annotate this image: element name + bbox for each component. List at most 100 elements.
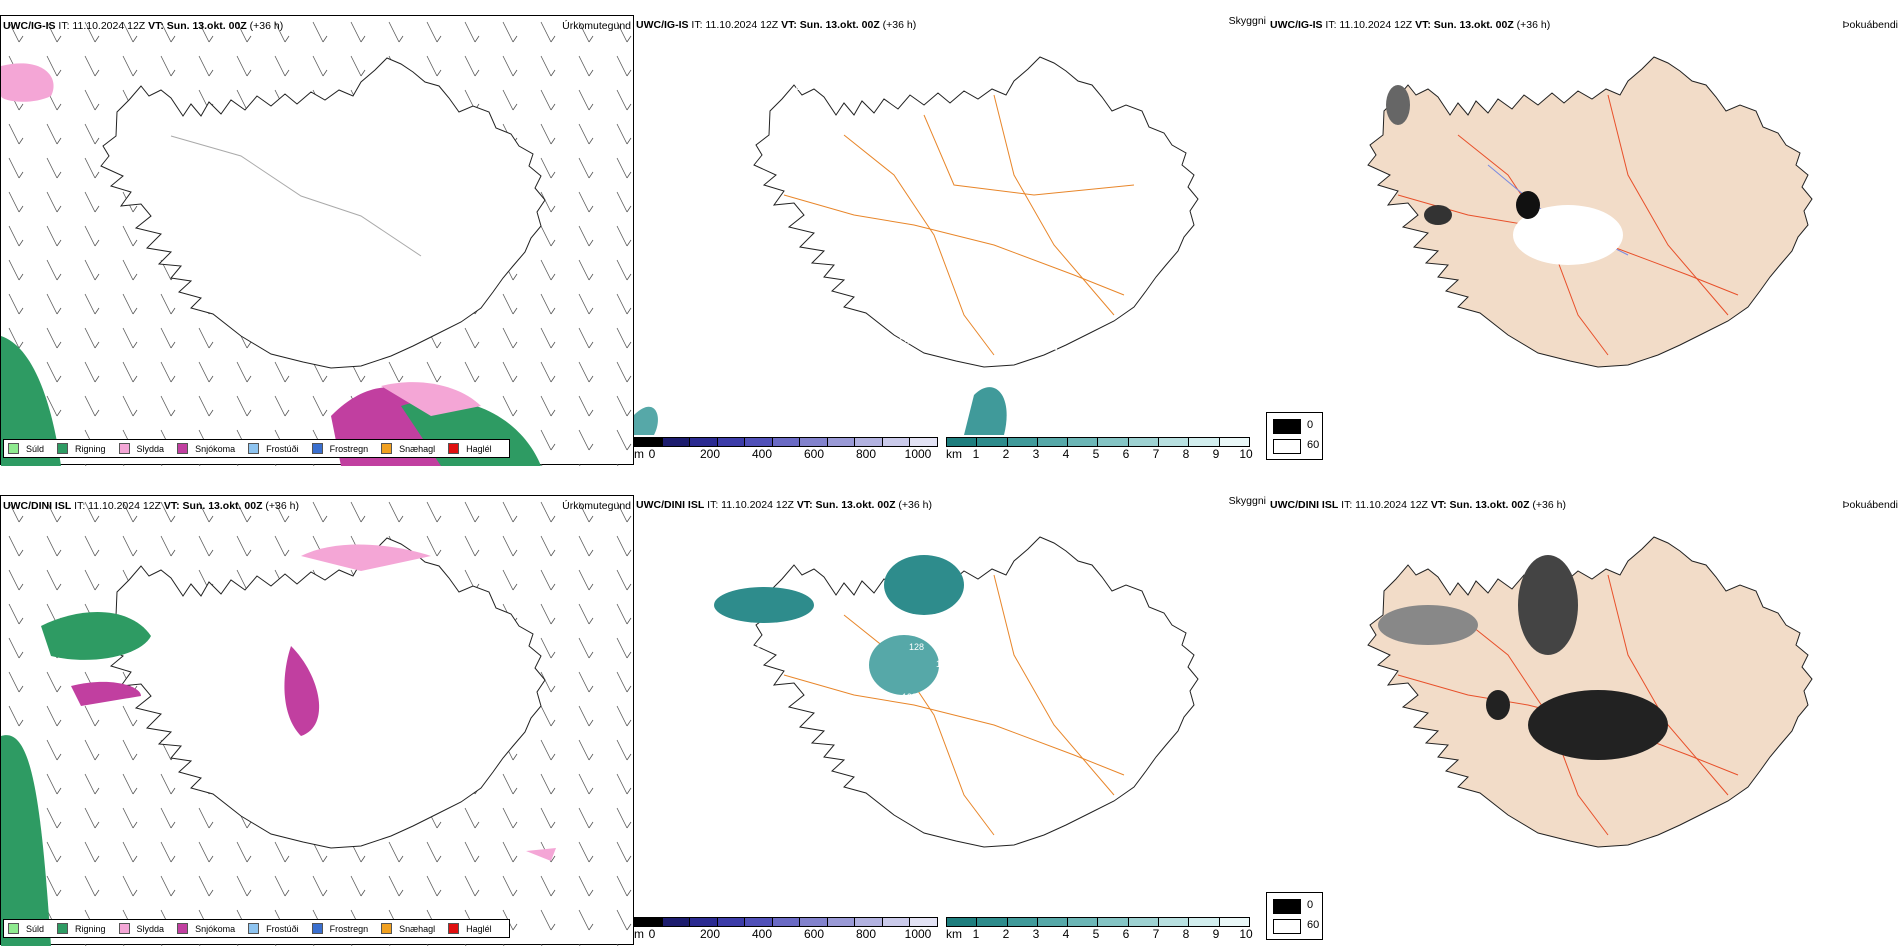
visibility-tick: 7 bbox=[1152, 927, 1160, 941]
ceiling-tick: 800 bbox=[855, 927, 877, 941]
ceiling-tick: 200 bbox=[699, 447, 721, 461]
ceiling-colorbar-bottom: m 0 200 400 600 800 1000 bbox=[634, 917, 938, 947]
header-bottom-precip: UWC/DINI ISL IT: 11.10.2024 12Z VT: Sun.… bbox=[3, 500, 299, 512]
visibility-tick: 6 bbox=[1122, 927, 1130, 941]
visibility-tick: 10 bbox=[1239, 927, 1253, 941]
panel-title-fog-top: Þokuábendi bbox=[1842, 19, 1898, 31]
ceiling-label: 106 bbox=[936, 659, 951, 669]
header-bottom-fog: UWC/DINI ISL IT: 11.10.2024 12Z VT: Sun.… bbox=[1270, 499, 1566, 511]
ceiling-tick: 600 bbox=[803, 447, 825, 461]
panel-title-visibility-bottom: Skyggni bbox=[1228, 495, 1266, 507]
panel-title-precip-top: Úrkomutegund bbox=[562, 20, 631, 32]
legend-item: Snjókoma bbox=[177, 923, 235, 934]
ceiling-label: 123 bbox=[1054, 347, 1069, 357]
legend-item: Snæhagl bbox=[381, 443, 435, 454]
visibility-tick: 9 bbox=[1212, 447, 1220, 461]
visibility-tick: 2 bbox=[1002, 447, 1010, 461]
visibility-tick: 3 bbox=[1032, 927, 1040, 941]
ceiling-label: 258 bbox=[894, 337, 909, 347]
legend-item: Snæhagl bbox=[381, 923, 435, 934]
legend-item: Haglél bbox=[448, 443, 492, 454]
legend-item: Súld bbox=[8, 923, 44, 934]
precip-map-top bbox=[1, 16, 635, 466]
visibility-colorbar-swatches bbox=[946, 437, 1250, 447]
legend-item: Súld bbox=[8, 443, 44, 454]
ceiling-unit: m bbox=[634, 447, 644, 461]
visibility-tick: 8 bbox=[1182, 447, 1190, 461]
fog-map-top bbox=[1367, 56, 1813, 368]
ceiling-tick: 400 bbox=[751, 927, 773, 941]
ceiling-tick: 800 bbox=[855, 447, 877, 461]
precip-type-panel-top: UWC/IG-IS IT: 11.10.2024 12Z VT: Sun. 13… bbox=[0, 15, 635, 466]
visibility-panel-top: 132 258 123 UWC/IG-IS IT: 11.10.2024 12Z… bbox=[634, 15, 1268, 465]
ceiling-label: 105 bbox=[746, 645, 761, 655]
ceiling-colorbar-top: m 0 200 400 600 800 1000 bbox=[634, 437, 938, 467]
legend-item: Frostregn bbox=[311, 443, 368, 454]
legend-item: Slydda bbox=[118, 443, 164, 454]
legend-item: Frostregn bbox=[311, 923, 368, 934]
visibility-tick: 5 bbox=[1092, 927, 1100, 941]
legend-item: Frostúði bbox=[248, 923, 299, 934]
ceiling-label: 102 bbox=[774, 630, 789, 640]
panel-title-fog-bottom: Þokuábendi bbox=[1842, 499, 1898, 511]
visibility-unit: km bbox=[946, 447, 962, 461]
visibility-panel-bottom: 187 244 102 105 104 113 128 106 145 199 … bbox=[634, 495, 1268, 945]
fog-legend-bottom: 0 60 bbox=[1266, 892, 1323, 940]
visibility-tick: 10 bbox=[1239, 447, 1253, 461]
ceiling-unit: m bbox=[634, 927, 644, 941]
ceiling-tick: 0 bbox=[648, 447, 656, 461]
legend-item: Haglél bbox=[448, 923, 492, 934]
ceiling-tick: 1000 bbox=[904, 447, 932, 461]
visibility-unit: km bbox=[946, 927, 962, 941]
visibility-tick: 4 bbox=[1062, 927, 1070, 941]
ceiling-label: 199 bbox=[902, 692, 917, 702]
visibility-tick: 6 bbox=[1122, 447, 1130, 461]
visibility-colorbar-bottom: km 1 2 3 4 5 6 7 8 9 10 bbox=[946, 917, 1253, 947]
ceiling-colorbar-swatches bbox=[634, 437, 938, 447]
header-top-visibility: UWC/IG-IS IT: 11.10.2024 12Z VT: Sun. 13… bbox=[636, 19, 917, 31]
fog-panel-top: UWC/IG-IS IT: 11.10.2024 12Z VT: Sun. 13… bbox=[1266, 15, 1900, 465]
visibility-tick: 9 bbox=[1212, 927, 1220, 941]
ceiling-tick: 400 bbox=[751, 447, 773, 461]
visibility-tick: 4 bbox=[1062, 447, 1070, 461]
ceiling-tick: 600 bbox=[803, 927, 825, 941]
visibility-tick: 1 bbox=[972, 927, 980, 941]
ceiling-label: 187 bbox=[724, 582, 739, 592]
ceiling-label: 128 bbox=[909, 642, 924, 652]
visibility-tick: 1 bbox=[972, 447, 980, 461]
ceiling-tick: 1000 bbox=[904, 927, 932, 941]
header-bottom-visibility: UWC/DINI ISL IT: 11.10.2024 12Z VT: Sun.… bbox=[636, 499, 932, 511]
visibility-colorbar-swatches bbox=[946, 917, 1250, 927]
ceiling-label: 66 bbox=[674, 862, 684, 872]
legend-item: Frostúði bbox=[248, 443, 299, 454]
ceiling-label: 104 bbox=[784, 655, 799, 665]
ceiling-label: 244 bbox=[844, 627, 859, 637]
header-top-precip: UWC/IG-IS IT: 11.10.2024 12Z VT: Sun. 13… bbox=[3, 20, 284, 32]
visibility-tick: 8 bbox=[1182, 927, 1190, 941]
visibility-tick: 2 bbox=[1002, 927, 1010, 941]
precip-type-panel-bottom: UWC/DINI ISL IT: 11.10.2024 12Z VT: Sun.… bbox=[0, 495, 635, 946]
visibility-tick: 3 bbox=[1032, 447, 1040, 461]
fog-panel-bottom: UWC/DINI ISL IT: 11.10.2024 12Z VT: Sun.… bbox=[1266, 495, 1900, 945]
legend-item: Slydda bbox=[118, 923, 164, 934]
visibility-map-bottom: 187 244 102 105 104 113 128 106 145 199 … bbox=[674, 536, 1199, 872]
ceiling-tick: 0 bbox=[648, 927, 656, 941]
fog-map-bottom bbox=[1367, 536, 1813, 848]
visibility-colorbar-top: km 1 2 3 4 5 6 7 8 9 10 bbox=[946, 437, 1253, 467]
visibility-tick: 7 bbox=[1152, 447, 1160, 461]
ceiling-label: 113 bbox=[896, 623, 910, 633]
precip-legend-top: Súld Rigning Slydda Snjókoma Frostúði Fr… bbox=[3, 439, 510, 458]
precip-legend-bottom: Súld Rigning Slydda Snjókoma Frostúði Fr… bbox=[3, 919, 510, 938]
ceiling-colorbar-swatches bbox=[634, 917, 938, 927]
visibility-tick: 5 bbox=[1092, 447, 1100, 461]
legend-item: Rigning bbox=[57, 443, 106, 454]
legend-item: Snjókoma bbox=[177, 443, 235, 454]
legend-item: Rigning bbox=[57, 923, 106, 934]
panel-title-visibility-top: Skyggni bbox=[1228, 15, 1266, 27]
visibility-map-top: 132 258 123 bbox=[634, 56, 1199, 435]
ceiling-label: 132 bbox=[794, 82, 809, 92]
header-top-fog: UWC/IG-IS IT: 11.10.2024 12Z VT: Sun. 13… bbox=[1270, 19, 1551, 31]
ceiling-label: 145 bbox=[694, 692, 709, 702]
ceiling-tick: 200 bbox=[699, 927, 721, 941]
fog-legend-top: 0 60 bbox=[1266, 412, 1323, 460]
